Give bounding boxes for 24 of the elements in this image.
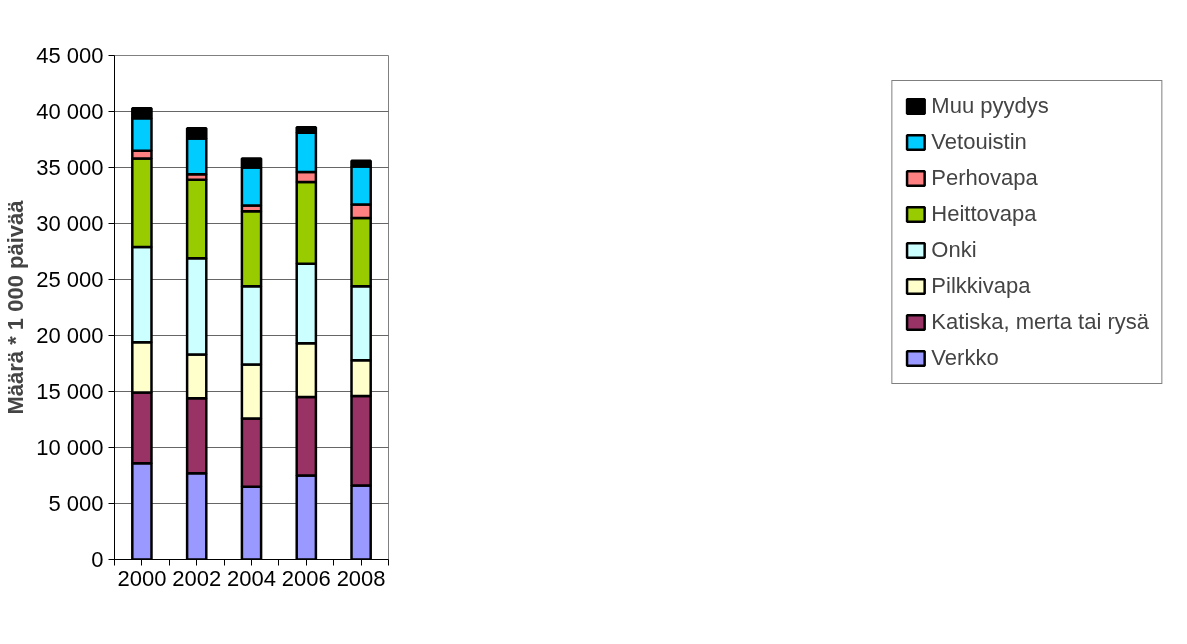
x-tick-label: 2008	[336, 565, 386, 591]
legend-label: Onki	[931, 237, 977, 263]
legend-label: Katiska, merta tai rysä	[931, 309, 1149, 335]
legend-label: Pilkkivapa	[931, 273, 1031, 299]
legend-label: Vetouistin	[931, 129, 1027, 155]
y-tick-label: 45 000	[36, 43, 104, 68]
x-tick-label: 2004	[227, 565, 276, 591]
y-axis-title: Määrä * 1 000 päivää	[3, 199, 29, 415]
legend-label: Verkko	[931, 345, 999, 371]
y-tick-label: 35 000	[36, 155, 104, 180]
y-tick-label: 20 000	[36, 323, 104, 348]
legend-label: Muu pyydys	[931, 93, 1049, 119]
x-tick-label: 2006	[281, 565, 331, 591]
y-tick-label: 25 000	[36, 267, 104, 292]
y-tick-label: 0	[91, 547, 104, 572]
x-tick-label: 2002	[172, 565, 222, 591]
y-tick-label: 15 000	[36, 379, 104, 404]
y-tick-label: 10 000	[36, 435, 104, 460]
y-tick-label: 40 000	[36, 99, 104, 124]
legend-label: Perhovapa	[931, 165, 1038, 191]
y-tick-label: 30 000	[36, 211, 104, 236]
y-tick-label: 5 000	[48, 491, 104, 516]
legend-label: Heittovapa	[931, 201, 1037, 227]
x-tick-label: 2000	[117, 565, 167, 591]
